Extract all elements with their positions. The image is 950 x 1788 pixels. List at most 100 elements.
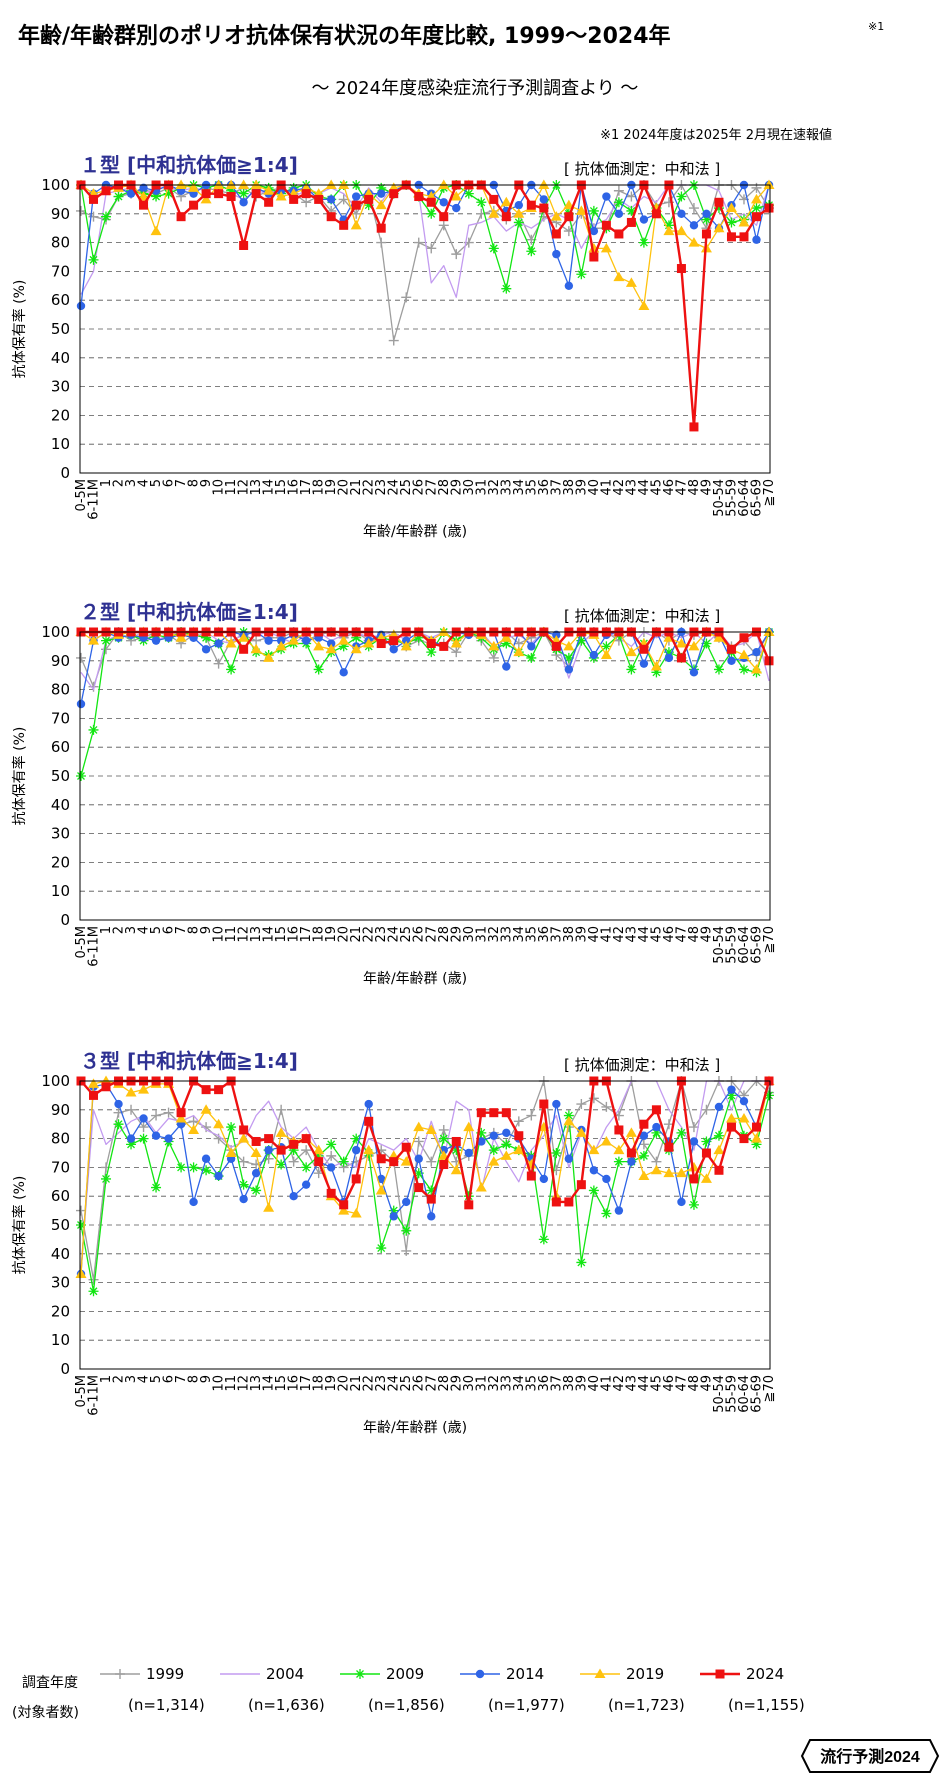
method-note: [ 抗体価測定：中和法 ]	[564, 160, 720, 178]
data-point	[101, 211, 112, 222]
legend-year: 2014	[506, 1665, 544, 1683]
data-point	[551, 1148, 562, 1158]
data-point	[663, 220, 674, 231]
data-point	[413, 632, 424, 643]
data-point	[176, 1108, 186, 1118]
x-tick-label: 3	[124, 1375, 139, 1383]
x-tick-label: 26	[412, 479, 427, 496]
data-point	[576, 1257, 587, 1268]
x-tick-label: 39	[574, 479, 589, 496]
data-point	[400, 640, 412, 651]
data-point	[701, 638, 712, 649]
data-point	[538, 179, 550, 189]
x-tick-label: 25	[399, 1375, 414, 1392]
data-point	[350, 643, 362, 654]
data-point	[350, 219, 362, 230]
x-tick-label: 46	[662, 926, 677, 943]
x-tick-label: 20	[337, 926, 352, 943]
data-point	[738, 664, 749, 675]
data-point	[626, 205, 637, 216]
y-tick-label: 100	[41, 623, 70, 641]
x-axis-label: 年齢/年齢群 (歳)	[363, 1420, 467, 1436]
data-point	[214, 189, 224, 199]
x-tick-label: 41	[599, 926, 614, 943]
x-tick-label: 48	[687, 479, 702, 496]
data-point	[402, 636, 411, 645]
data-point	[751, 212, 761, 222]
data-point	[638, 1150, 649, 1161]
data-point	[351, 1174, 361, 1184]
x-tick-label: 14	[262, 479, 277, 496]
x-tick-label: 10	[212, 479, 227, 496]
data-point	[338, 635, 350, 645]
data-point	[550, 211, 562, 221]
data-point	[88, 1078, 100, 1088]
data-point	[751, 1139, 762, 1150]
y-tick-label: 90	[51, 205, 70, 223]
data-point	[463, 1121, 475, 1132]
x-tick-label: 44	[637, 1375, 652, 1392]
data-point	[676, 653, 686, 663]
x-tick-label: 35	[524, 1375, 539, 1392]
data-point	[238, 1179, 249, 1190]
brand-text: 流行予測2024	[820, 1747, 920, 1766]
data-point	[275, 1127, 287, 1137]
data-point	[638, 1170, 650, 1181]
y-tick-label: 20	[51, 853, 70, 871]
data-point	[139, 183, 148, 193]
x-tick-label: 43	[624, 926, 639, 943]
data-point	[626, 191, 637, 202]
data-point	[513, 208, 525, 218]
x-tick-label: 2	[112, 1375, 127, 1383]
data-point	[713, 664, 724, 675]
data-point	[363, 200, 374, 211]
data-point	[251, 1185, 262, 1196]
data-point	[564, 1197, 574, 1207]
data-point	[188, 182, 200, 192]
legend-year: 2009	[386, 1665, 424, 1683]
data-point	[376, 639, 386, 649]
data-point	[726, 217, 737, 228]
x-tick-label: 4	[137, 926, 152, 934]
x-tick-label: 16	[287, 479, 302, 496]
data-point	[763, 626, 775, 636]
data-point	[638, 1139, 649, 1150]
data-point	[450, 1164, 462, 1175]
y-tick-label: 0	[60, 464, 70, 482]
data-point	[489, 1108, 499, 1118]
data-point	[301, 1145, 312, 1156]
data-point	[600, 1135, 612, 1146]
data-point	[588, 1185, 599, 1196]
title-note-mark: ※1	[868, 20, 885, 33]
data-point	[713, 222, 725, 233]
data-point	[201, 645, 211, 654]
x-tick-label: 16	[287, 926, 302, 943]
data-point	[364, 1099, 373, 1109]
data-point	[538, 1234, 549, 1245]
x-tick-label: 22	[362, 926, 377, 943]
data-point	[101, 635, 112, 646]
data-point	[351, 632, 362, 643]
data-point	[450, 638, 462, 648]
x-tick-label: 11	[224, 926, 239, 943]
data-point	[101, 1082, 111, 1092]
chart-type1: １型 [中和抗体価≧1:4][ 抗体価測定：中和法 ]0102030405060…	[11, 153, 777, 540]
data-point	[489, 1131, 498, 1140]
chart-title: １型 [中和抗体価≧1:4]	[80, 153, 298, 177]
data-point	[339, 220, 349, 230]
data-point	[488, 208, 500, 218]
y-tick-label: 90	[51, 652, 70, 670]
data-point	[413, 1168, 424, 1179]
x-tick-label: 48	[687, 1375, 702, 1392]
data-point	[514, 200, 524, 210]
y-tick-label: 20	[51, 1302, 70, 1320]
data-point	[500, 632, 512, 642]
legend-marker	[355, 1669, 365, 1679]
data-point	[427, 1212, 436, 1221]
x-tick-label: 30	[462, 1375, 477, 1392]
method-note: [ 抗体価測定：中和法 ]	[564, 1056, 720, 1074]
data-point	[301, 189, 311, 199]
data-point	[539, 195, 549, 204]
data-point	[263, 652, 275, 662]
data-point	[551, 1197, 561, 1207]
